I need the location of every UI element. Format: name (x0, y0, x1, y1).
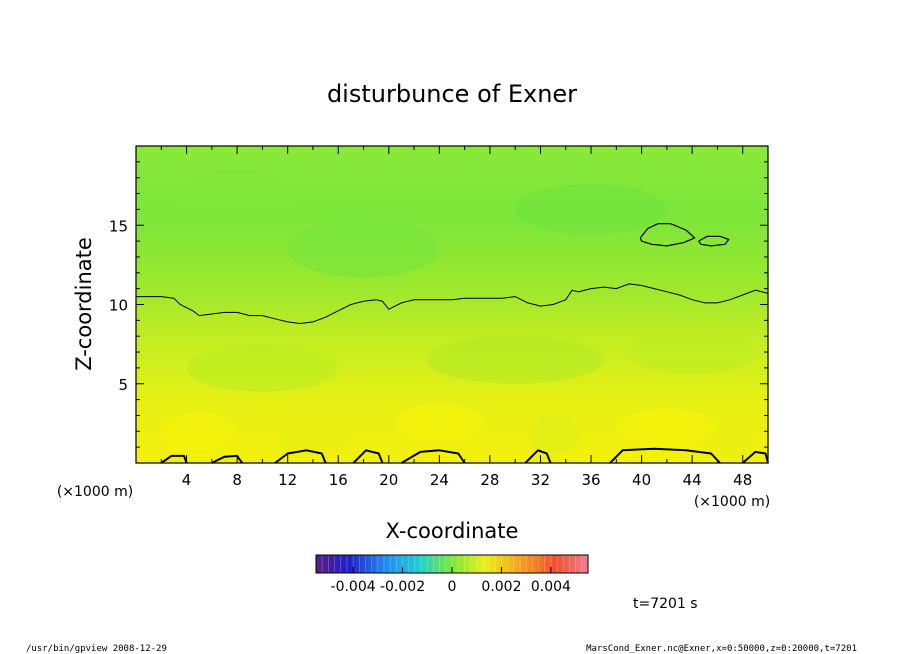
x-tick-label: 36 (581, 471, 600, 489)
contour-closed (160, 454, 188, 464)
y-axis-label: Z-coordinate (72, 237, 96, 371)
x-tick-label: 4 (182, 471, 192, 489)
x-tick-label: 24 (430, 471, 449, 489)
x-tick-label: 8 (232, 471, 242, 489)
contour-zero-line (136, 283, 769, 325)
colorbar-gradient (316, 555, 588, 573)
contour-closed (211, 454, 244, 464)
texture-blob (161, 412, 238, 451)
time-label: t=7201 s (633, 596, 698, 612)
x-axis-label: X-coordinate (386, 519, 519, 543)
contour-lines (136, 223, 769, 464)
colorbar-tick-label: 0 (448, 579, 457, 595)
y-tick-label: 15 (109, 217, 128, 235)
x-unit-right: (×1000 m) (694, 494, 770, 510)
x-unit-left: (×1000 m) (57, 484, 133, 500)
x-tick-label: 28 (480, 471, 499, 489)
contour-closed (698, 235, 730, 247)
colorbar-tick-label: -0.004 (331, 579, 376, 595)
texture-blob (186, 344, 339, 392)
texture-blob (628, 329, 756, 375)
texture-blob (515, 184, 667, 235)
texture-blob (616, 409, 718, 448)
heatmap-texture (161, 169, 756, 460)
x-axis: 4 8 12 16 20 24 28 32 36 40 44 48 (160, 146, 769, 489)
x-tick-label: 20 (379, 471, 398, 489)
contour-closed (274, 449, 327, 464)
x-tick-label: 32 (531, 471, 550, 489)
contour-closed (352, 449, 384, 464)
x-tick-label: 48 (733, 471, 752, 489)
contour-closed (609, 447, 721, 464)
chart-title: disturbunce of Exner (327, 80, 577, 108)
footer-left: /usr/bin/gpview 2008-12-29 (26, 644, 167, 654)
contour-closed (742, 450, 769, 464)
x-tick-label: 44 (683, 471, 702, 489)
y-axis: 5 10 15 (109, 161, 768, 448)
contour-closed (639, 223, 696, 247)
y-tick-label: 10 (109, 297, 128, 315)
contour-closed (400, 449, 466, 464)
texture-blob (275, 423, 351, 456)
texture-blob (395, 402, 484, 444)
x-tick-label: 16 (329, 471, 348, 489)
colorbar-tick-label: -0.002 (380, 579, 425, 595)
x-tick-label: 40 (632, 471, 651, 489)
texture-blob (704, 428, 756, 460)
footer-right: MarsCond_Exner.nc@Exner,x=0:50000,z=0:20… (586, 644, 857, 654)
colorbar-tick-label: 0.002 (481, 579, 521, 595)
colorbar-tick-label: 0.004 (531, 579, 571, 595)
contour-closed (524, 449, 552, 464)
texture-blob (527, 415, 579, 454)
colorbar: -0.004 -0.002 0 0.002 0.004 (315, 554, 589, 595)
y-tick-label: 5 (118, 376, 128, 394)
texture-blob (287, 220, 440, 278)
x-tick-label: 12 (278, 471, 297, 489)
texture-blob (173, 169, 301, 218)
texture-blob (426, 336, 604, 384)
